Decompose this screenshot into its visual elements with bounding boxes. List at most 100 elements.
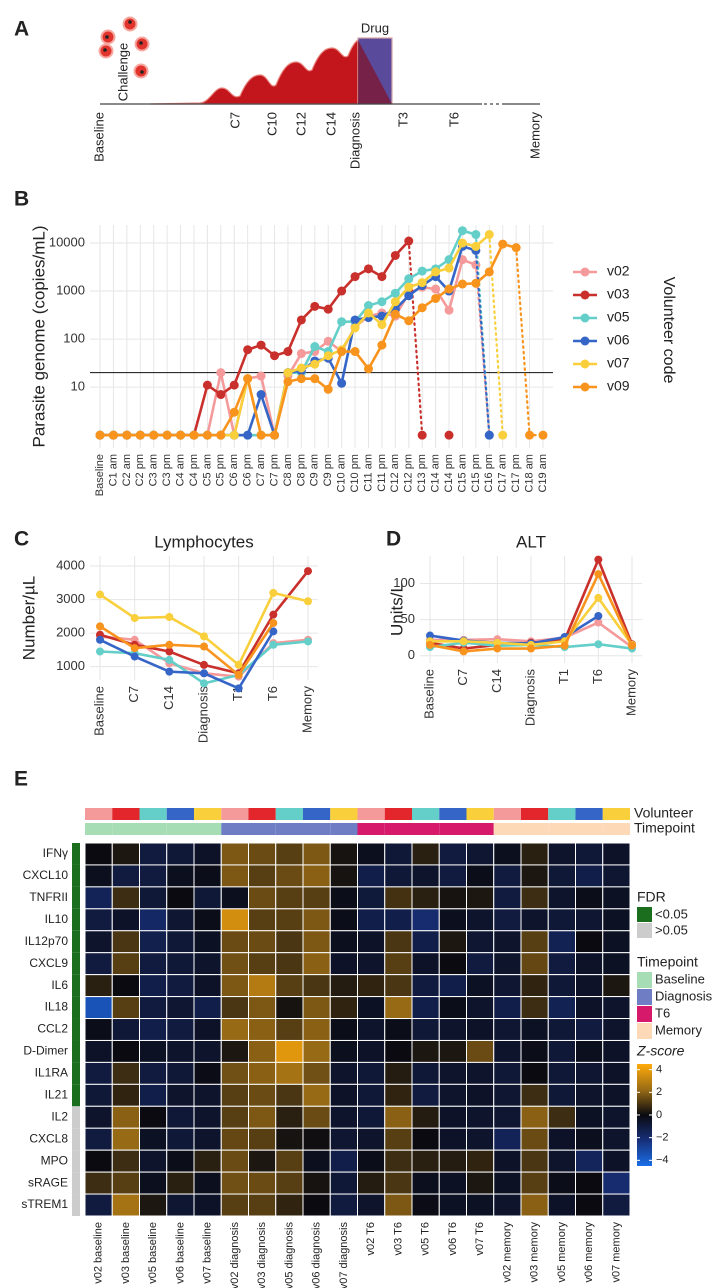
heatmap-cell — [248, 1149, 277, 1173]
heatmap-cell — [357, 996, 386, 1020]
data-point — [130, 652, 139, 661]
row-label: IL18 — [45, 1000, 69, 1014]
heatmap-cell — [193, 1149, 222, 1173]
annotation-cell — [521, 808, 549, 820]
heatmap-cell — [520, 1127, 549, 1151]
heatmap-cell — [329, 886, 358, 910]
heatmap-cell — [248, 1039, 277, 1063]
data-point — [189, 430, 199, 440]
data-point — [256, 430, 266, 440]
heatmap-cell — [384, 1171, 413, 1195]
heatmap-cell — [84, 952, 113, 976]
heatmap-cell — [466, 1171, 495, 1195]
y-axis-title: Units/L — [387, 583, 406, 636]
data-point — [457, 279, 467, 289]
data-point — [283, 368, 293, 378]
heatmap-cell — [111, 930, 140, 954]
heatmap-cell — [111, 1193, 140, 1217]
heatmap-cell — [575, 1171, 604, 1195]
data-point — [304, 637, 312, 646]
heatmap-cell — [166, 842, 195, 866]
legend-label: Diagnosis — [655, 988, 713, 1003]
row-label: IL1RA — [35, 1066, 68, 1080]
heatmap-cell — [248, 842, 277, 866]
x-tick-label: T6 — [590, 669, 605, 684]
heatmap-cell — [466, 908, 495, 932]
column-label: v02 baseline — [93, 1222, 105, 1284]
data-point — [594, 612, 603, 621]
heatmap-cell — [466, 1149, 495, 1173]
heatmap-cell — [329, 952, 358, 976]
data-point — [484, 430, 494, 440]
heatmap-cell — [139, 1193, 168, 1217]
heatmap-cell — [220, 1039, 249, 1063]
x-tick-label: C19 am — [537, 454, 549, 493]
data-point — [444, 305, 454, 315]
data-point — [431, 284, 441, 294]
heatmap-cell — [357, 1171, 386, 1195]
timeline-label: Baseline — [91, 112, 106, 162]
annotation-cell — [602, 808, 630, 820]
schematic: A Challenge Drug Baseline C7 C10 C12 C14 Diag… — [14, 16, 542, 169]
legend-label: v02 — [607, 263, 630, 279]
data-point — [296, 374, 306, 384]
colorbar-tick-label: −4 — [656, 1154, 669, 1166]
x-tick-label: C16 pm — [483, 454, 495, 493]
heatmap-cell — [438, 1039, 467, 1063]
legend-swatch — [637, 923, 652, 938]
column-label: v03 diagnosis — [256, 1222, 268, 1288]
x-tick-label: C7 — [126, 686, 141, 703]
heatmap-cell — [575, 1061, 604, 1085]
row-label: D-Dimer — [23, 1044, 68, 1058]
heatmap-cell — [411, 908, 440, 932]
heatmap-cell — [357, 1018, 386, 1041]
heatmap-cell — [166, 952, 195, 976]
data-point — [234, 684, 243, 693]
data-point — [229, 430, 239, 440]
heatmap-cell — [493, 1039, 522, 1063]
heatmap-cell — [466, 1193, 495, 1217]
x-tick-label: C11 am — [362, 454, 374, 492]
x-tick-label: C3 pm — [161, 454, 173, 486]
heatmap-cell — [139, 952, 168, 976]
column-label: v07 diagnosis — [338, 1222, 350, 1288]
heatmap-cell — [357, 1061, 386, 1085]
column-label: v06 memory — [583, 1222, 595, 1283]
heatmap-cell — [520, 886, 549, 910]
legend-title: Volunteer code — [660, 277, 677, 384]
heatmap-cell — [84, 908, 113, 932]
x-tick-label: Baseline — [421, 669, 436, 719]
timeline-label: C12 — [293, 112, 308, 136]
fdr-cell — [72, 843, 80, 865]
data-point — [304, 567, 312, 576]
x-tick-label: C9 am — [309, 454, 321, 486]
heatmap-cell — [520, 952, 549, 976]
data-point — [310, 359, 320, 369]
annotation-cell — [303, 823, 331, 835]
annotation-cell — [139, 808, 167, 820]
heatmap-cell — [575, 996, 604, 1020]
x-tick-label: C8 pm — [295, 454, 307, 486]
chart-title: ALT — [516, 532, 546, 551]
heatmap-cell — [411, 952, 440, 976]
heatmap-cell — [302, 1039, 331, 1063]
x-tick-label: C7 — [455, 669, 470, 686]
heatmap-cell — [329, 974, 358, 998]
heatmap-cell — [84, 864, 113, 888]
x-tick-label: C9 pm — [322, 454, 334, 486]
column-label: v05 memory — [556, 1222, 568, 1283]
heatmap-cell — [275, 1083, 304, 1107]
heatmap-cell — [547, 842, 576, 866]
x-tick-label: C8 am — [282, 454, 294, 486]
heatmap-cell — [438, 930, 467, 954]
heatmap-cell — [275, 1193, 304, 1217]
heatmap-cell — [357, 1193, 386, 1217]
heatmap-cell — [411, 1193, 440, 1217]
data-point — [390, 288, 400, 298]
heatmap-cell — [329, 1039, 358, 1063]
fdr-cell — [72, 1062, 80, 1085]
heatmap-cell — [466, 952, 495, 976]
data-point — [256, 371, 266, 381]
row-label: CXCL9 — [29, 956, 68, 970]
